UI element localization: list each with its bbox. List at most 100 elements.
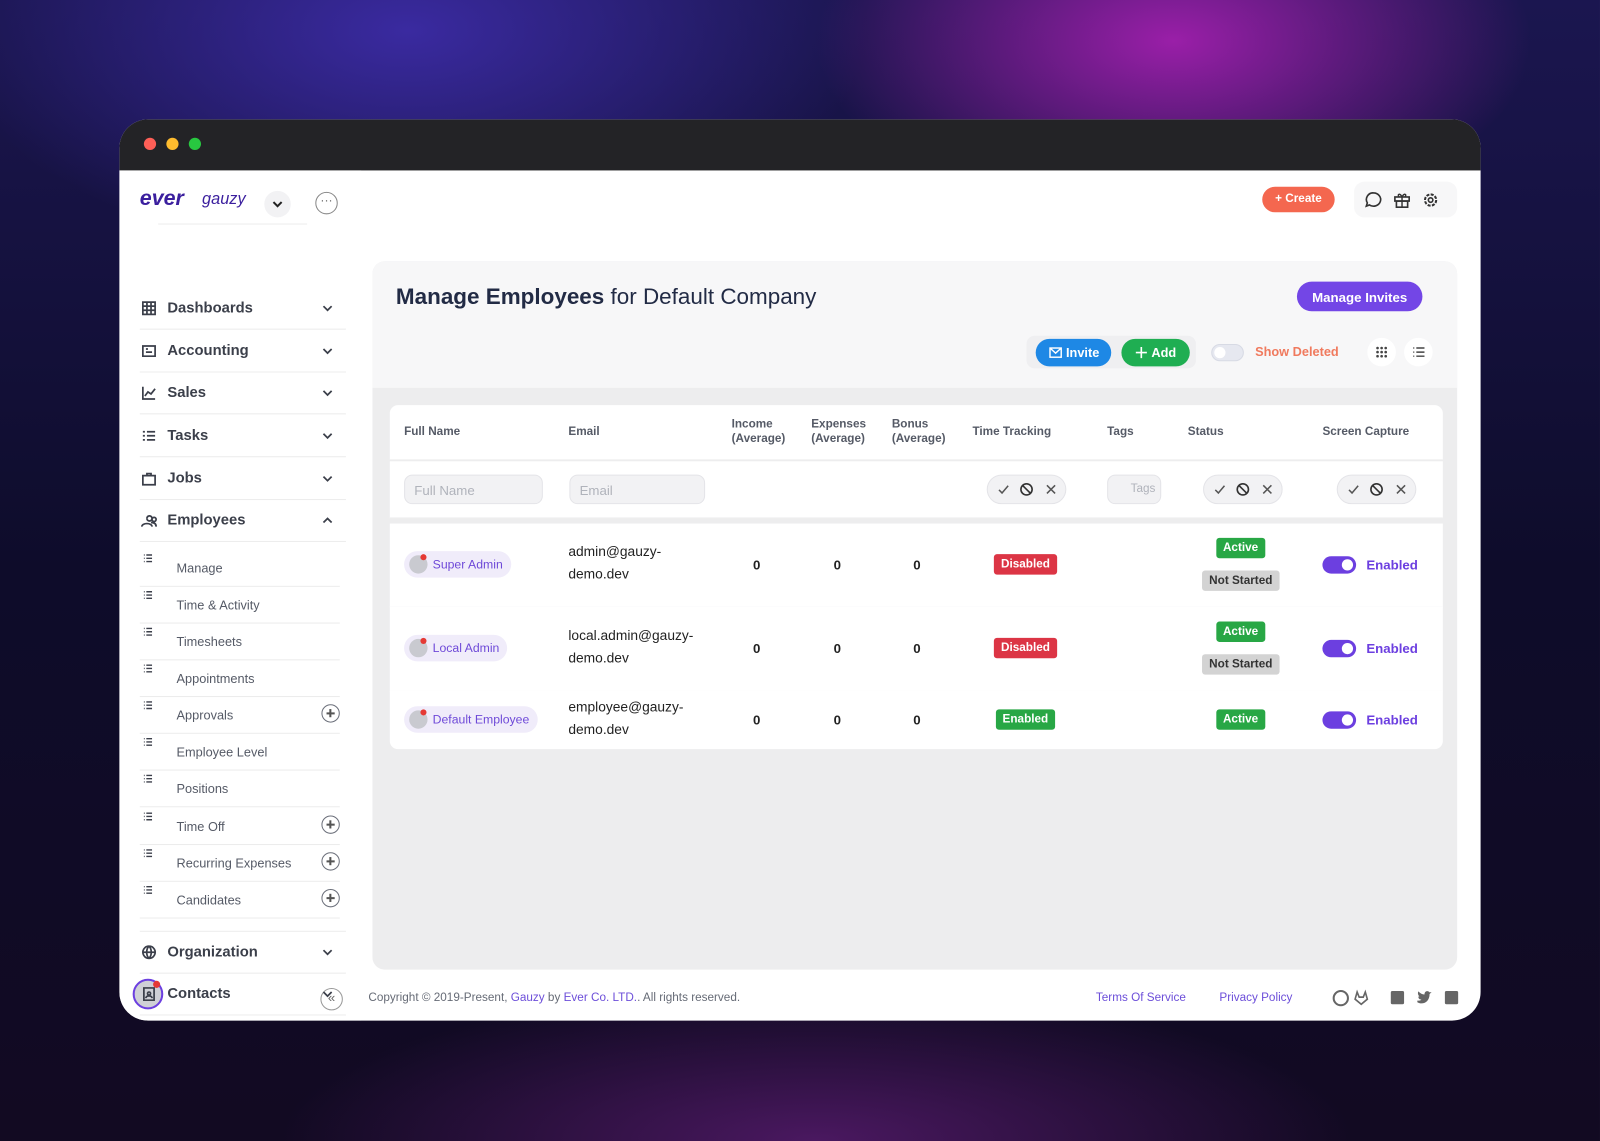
list-view-button[interactable] (1404, 337, 1433, 367)
menu-icon (143, 987, 155, 1002)
screen-capture-toggle[interactable] (1322, 639, 1357, 657)
grid-view-button[interactable] (1367, 337, 1396, 367)
menu-item[interactable]: Sales (139, 373, 346, 415)
submenu-icon (143, 701, 153, 710)
add-button[interactable] (321, 815, 340, 834)
submenu-item[interactable]: Time Off (139, 808, 340, 846)
add-button[interactable]: Add (1121, 338, 1190, 367)
more-button[interactable]: ··· (315, 191, 338, 215)
submenu-item[interactable]: Approvals (139, 697, 340, 734)
column-header: Screen Capture (1322, 425, 1410, 438)
submenu-item[interactable]: Appointments (139, 660, 340, 698)
tri-state-filter[interactable] (1336, 474, 1417, 505)
minimize-dot[interactable] (166, 137, 179, 151)
menu-item[interactable]: Organization (139, 930, 346, 974)
gift-icon[interactable] (1393, 191, 1411, 209)
name-label: Local Admin (432, 640, 500, 655)
menu-item[interactable]: Jobs (139, 458, 346, 501)
employee-row[interactable]: Local Admin local.admin@gauzy-demo.dev 0 0 0… (389, 606, 1443, 692)
submenu-item[interactable]: Candidates (139, 882, 340, 919)
submenu-item[interactable]: Time & Activity (139, 587, 340, 624)
submenu-label: Employee Level (176, 745, 268, 760)
submenu-item[interactable]: Recurring Expenses (139, 845, 340, 882)
settings-icon[interactable] (1421, 191, 1439, 209)
chat-icon[interactable] (1364, 191, 1382, 209)
terms-link[interactable]: Terms Of Service (1095, 992, 1186, 1005)
menu-item[interactable]: Contacts (139, 974, 346, 1016)
submenu-item[interactable]: Positions (139, 771, 340, 808)
invite-label: Invite (1065, 345, 1100, 361)
submenu-item[interactable]: Timesheets (139, 624, 340, 661)
employee-email: admin@gauzy-demo.dev (568, 543, 662, 582)
employee-row[interactable]: Default Employee employee@gauzy-demo.dev 0… (389, 690, 1443, 750)
add-button[interactable] (321, 888, 340, 908)
submenu-label: Timesheets (176, 634, 242, 650)
screen-capture-toggle[interactable] (1322, 710, 1357, 729)
manage-invites-button[interactable]: Manage Invites (1296, 281, 1423, 312)
invite-button[interactable]: Invite (1035, 338, 1112, 367)
submenu-icon (143, 738, 153, 746)
tags-filter[interactable]: Tags (1107, 474, 1162, 505)
github-icon[interactable] (1332, 989, 1349, 1007)
screen-capture-label: Enabled (1366, 711, 1418, 728)
status-dot (420, 553, 427, 560)
column-header: Status (1187, 425, 1224, 438)
email-filter[interactable]: Email (569, 474, 706, 505)
employee-name[interactable]: Super Admin (404, 550, 511, 578)
gitlab-icon[interactable] (1354, 989, 1369, 1006)
sidebar: ever gauzy ··· « Dashboards Accounting Sal… (119, 170, 362, 1021)
close-dot[interactable] (143, 137, 157, 151)
employee-name[interactable]: Default Employee (404, 705, 538, 733)
employee-name[interactable]: Local Admin (404, 634, 508, 661)
tri-state-filter[interactable] (986, 474, 1067, 505)
menu-item[interactable]: Accounting (139, 331, 346, 373)
linkedin-icon[interactable] (1444, 991, 1459, 1005)
filter-row: Full Name Email Tags (389, 461, 1443, 519)
toggle-knob (1214, 347, 1226, 359)
column-header: Email (568, 425, 600, 438)
name-filter[interactable]: Full Name (404, 474, 543, 505)
screen-capture-toggle[interactable] (1322, 555, 1357, 574)
brand-suffix: gauzy (202, 190, 246, 209)
column-header: Full Name (404, 425, 461, 438)
brand-dropdown[interactable] (264, 190, 291, 218)
tri-state-icons (1214, 482, 1272, 496)
submenu-item[interactable]: Manage (139, 550, 340, 587)
by-text: by (544, 992, 564, 1005)
privacy-link[interactable]: Privacy Policy (1219, 992, 1293, 1005)
menu-label: Employees (167, 512, 246, 529)
status-dot (420, 708, 427, 715)
title-bar (119, 119, 1481, 171)
menu-item[interactable]: Dashboards (139, 288, 346, 330)
tri-state-filter[interactable] (1203, 474, 1283, 505)
user-avatar[interactable] (132, 978, 164, 1010)
show-deleted-toggle[interactable] (1211, 343, 1244, 362)
menu-item[interactable]: Employees (139, 500, 346, 542)
add-button[interactable] (321, 704, 340, 723)
employee-row[interactable]: Super Admin admin@gauzy-demo.dev 0 0 0 Disabl… (389, 523, 1443, 608)
twitter-icon[interactable] (1417, 991, 1432, 1004)
content-card: Manage Employees for Default Company Man… (372, 261, 1458, 970)
copyright: Copyright © 2019-Present, (368, 992, 511, 1005)
menu-label: Tasks (167, 427, 209, 444)
maximize-dot[interactable] (188, 137, 202, 151)
expenses-value: 0 (833, 556, 842, 573)
submenu-label: Time & Activity (176, 598, 260, 613)
rights: . All rights reserved. (637, 992, 741, 1005)
create-button[interactable]: + Create (1262, 186, 1335, 213)
card-header (372, 261, 1458, 388)
facebook-icon[interactable] (1390, 991, 1405, 1005)
menu-item[interactable]: Tasks (139, 415, 346, 458)
collapse-button[interactable]: « (320, 987, 343, 1011)
title-rest: for Default Company (610, 283, 817, 310)
gauzy-link[interactable]: Gauzy (510, 992, 545, 1005)
add-button[interactable] (321, 852, 340, 871)
column-header: Income (Average) (731, 418, 786, 445)
status-dot (420, 637, 427, 644)
status-dot (153, 980, 161, 988)
company-link[interactable]: Ever Co. LTD. (563, 992, 638, 1005)
time-tracking-badge: Disabled (993, 637, 1058, 658)
submenu-item[interactable]: Employee Level (139, 734, 340, 771)
tri-state-icons (998, 482, 1056, 496)
